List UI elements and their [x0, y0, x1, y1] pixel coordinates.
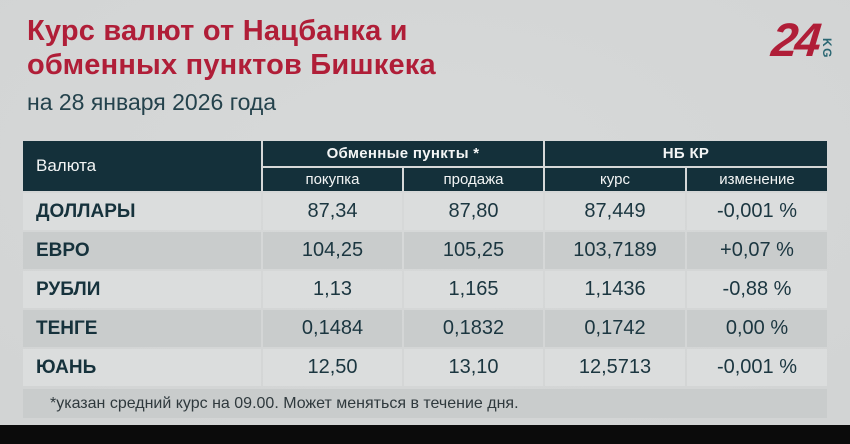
sell-value: 105,25 [404, 232, 543, 269]
logo-24-mark: 24 [768, 13, 821, 66]
sell-value: 1,165 [404, 271, 543, 308]
nbkr-rate-value: 0,1742 [545, 310, 685, 347]
page-title: Курс валют от Нацбанка и обменных пункто… [27, 14, 436, 82]
nbkr-rate-value: 87,449 [545, 193, 685, 230]
currency-name: ЮАНЬ [23, 349, 261, 386]
sell-value: 87,80 [404, 193, 543, 230]
column-group-exchange-offices: Обменные пункты * [263, 141, 543, 166]
buy-value: 1,13 [263, 271, 402, 308]
column-header-buy: покупка [263, 168, 402, 191]
nbkr-rate-value: 103,7189 [545, 232, 685, 269]
currency-name: РУБЛИ [23, 271, 261, 308]
column-header-change: изменение [687, 168, 827, 191]
buy-value: 104,25 [263, 232, 402, 269]
bottom-black-bar [0, 425, 850, 444]
currency-name: ДОЛЛАРЫ [23, 193, 261, 230]
change-value: -0,88 % [687, 271, 827, 308]
column-header-rate: курс [545, 168, 685, 191]
nbkr-rate-value: 12,5713 [545, 349, 685, 386]
buy-value: 12,50 [263, 349, 402, 386]
buy-value: 0,1484 [263, 310, 402, 347]
currency-rates-table: Валюта Обменные пункты * НБ КР покупка п… [23, 141, 827, 386]
sell-value: 13,10 [404, 349, 543, 386]
change-value: 0,00 % [687, 310, 827, 347]
column-header-currency: Валюта [23, 141, 261, 191]
date-subtitle: на 28 января 2026 года [27, 89, 277, 115]
change-value: -0,001 % [687, 349, 827, 386]
nbkr-rate-value: 1,1436 [545, 271, 685, 308]
column-group-nbkr: НБ КР [545, 141, 827, 166]
currency-name: ТЕНГЕ [23, 310, 261, 347]
change-value: -0,001 % [687, 193, 827, 230]
column-header-sell: продажа [404, 168, 543, 191]
page-title-line2: обменных пунктов Бишкека [27, 49, 436, 81]
logo-24kg: 24 KG [768, 13, 834, 66]
sell-value: 0,1832 [404, 310, 543, 347]
page-title-line1: Курс валют от Нацбанка и [27, 15, 408, 47]
currency-name: ЕВРО [23, 232, 261, 269]
logo-kg-label: KG [820, 38, 834, 59]
footnote: *указан средний курс на 09.00. Может мен… [23, 389, 827, 418]
buy-value: 87,34 [263, 193, 402, 230]
change-value: +0,07 % [687, 232, 827, 269]
